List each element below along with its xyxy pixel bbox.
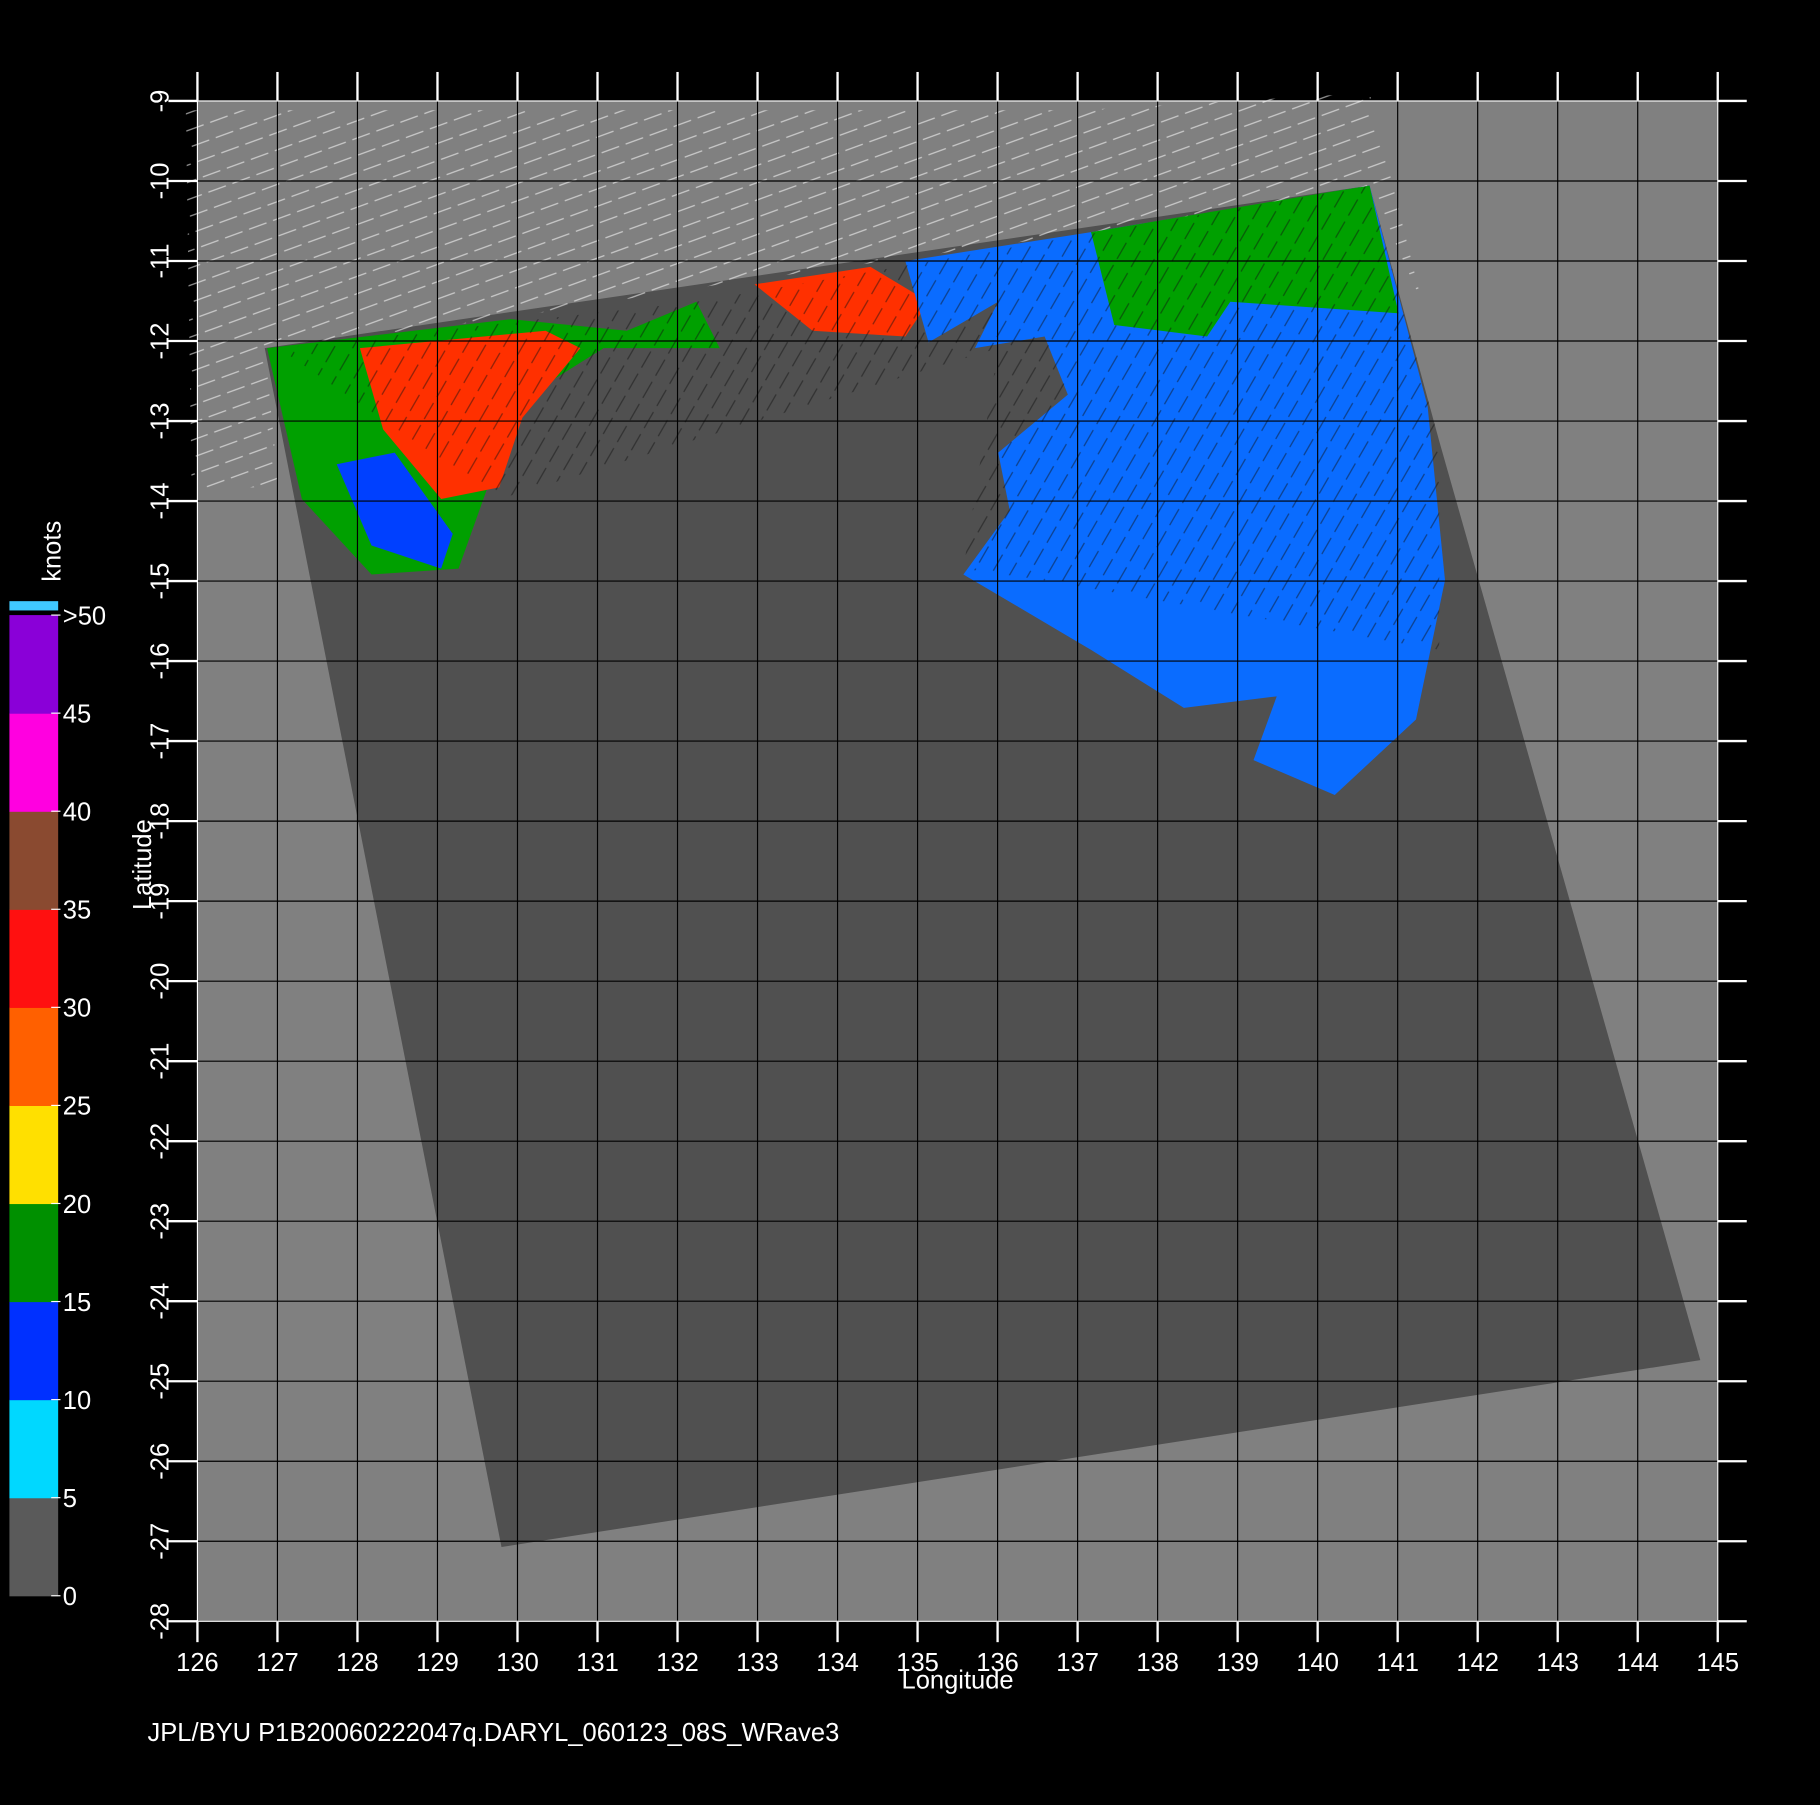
colorbar-cap xyxy=(9,601,59,611)
colorbar-band xyxy=(9,1497,59,1597)
x-tick-label: 133 xyxy=(736,1649,779,1677)
x-tick-label: 144 xyxy=(1616,1649,1659,1677)
x-tick-label: 129 xyxy=(416,1649,459,1677)
colorbar-tick-label: 25 xyxy=(63,1093,91,1121)
colorbar-band xyxy=(9,1203,59,1303)
colorbar-tick-label: 30 xyxy=(63,995,91,1023)
x-tick-label: 140 xyxy=(1296,1649,1339,1677)
y-tick-label: -17 xyxy=(146,723,174,760)
x-tick-label: 139 xyxy=(1216,1649,1259,1677)
y-tick-label: -13 xyxy=(146,403,174,440)
y-tick-label: -26 xyxy=(146,1443,174,1480)
x-tick-label: 145 xyxy=(1696,1649,1739,1677)
y-tick-label: -27 xyxy=(146,1523,174,1560)
colorbar-tick-label: 15 xyxy=(63,1289,91,1317)
colorbar-tick-label: 40 xyxy=(63,799,91,827)
y-tick-label: -9 xyxy=(146,90,174,113)
colorbar-tick-label: 10 xyxy=(63,1387,91,1415)
colorbar-tick-label: 0 xyxy=(63,1583,77,1611)
colorbar-band xyxy=(9,615,59,714)
x-tick-label: 137 xyxy=(1056,1649,1099,1677)
wind-area xyxy=(336,452,453,569)
colorbar-tick-label: >50 xyxy=(63,602,106,630)
colorbar-band xyxy=(9,811,59,910)
y-tick-label: -20 xyxy=(146,963,174,1000)
x-tick-label: 130 xyxy=(496,1649,539,1677)
colorbar-label: knots xyxy=(38,521,66,582)
colorbar-band xyxy=(9,1105,59,1205)
colorbar-band xyxy=(9,1399,59,1499)
colorbar-band xyxy=(9,1301,59,1401)
x-tick-label: 131 xyxy=(576,1649,619,1677)
colorbar-band xyxy=(9,1007,59,1106)
x-tick-label: 127 xyxy=(256,1649,299,1677)
x-tick-label: 134 xyxy=(816,1649,859,1677)
y-tick-label: -12 xyxy=(146,323,174,360)
colorbar-band xyxy=(9,713,59,812)
y-tick-label: -22 xyxy=(146,1123,174,1160)
colorbar-tick-label: 45 xyxy=(63,700,91,728)
x-tick-label: 136 xyxy=(976,1649,1019,1677)
wind-barbs xyxy=(185,92,1422,488)
x-tick-label: 126 xyxy=(176,1649,219,1677)
y-axis-label: Latitude xyxy=(129,819,157,910)
frame xyxy=(196,100,1719,1622)
colorbar-band xyxy=(9,909,59,1008)
y-tick-label: -18 xyxy=(146,803,174,840)
colorbar-tick-label: 35 xyxy=(63,897,91,925)
wind-barbs xyxy=(278,185,1440,650)
colorbar-tick-label: 5 xyxy=(63,1485,77,1513)
x-axis-label: Longitude xyxy=(902,1667,1014,1695)
y-tick-label: -28 xyxy=(146,1603,174,1640)
x-tick-label: 143 xyxy=(1536,1649,1579,1677)
x-tick-label: 142 xyxy=(1456,1649,1499,1677)
y-tick-label: -14 xyxy=(146,483,174,520)
colorbar-tick-label: 20 xyxy=(63,1191,91,1219)
x-tick-label: 128 xyxy=(336,1649,379,1677)
x-tick-label: 132 xyxy=(656,1649,699,1677)
footer: JPL/BYU P1B20060222047q.DARYL_060123_08S… xyxy=(148,1719,840,1747)
y-tick-label: -10 xyxy=(146,163,174,200)
x-tick-label: 135 xyxy=(896,1649,939,1677)
y-tick-label: -24 xyxy=(146,1283,174,1320)
x-tick-label: 141 xyxy=(1376,1649,1419,1677)
y-tick-label: -19 xyxy=(146,883,174,920)
y-tick-label: -16 xyxy=(146,643,174,680)
y-tick-label: -21 xyxy=(146,1043,174,1080)
x-tick-label: 138 xyxy=(1136,1649,1179,1677)
y-tick-label: -25 xyxy=(146,1363,174,1400)
y-tick-label: -23 xyxy=(146,1203,174,1240)
y-tick-label: -11 xyxy=(146,244,174,279)
y-tick-label: -15 xyxy=(146,563,174,600)
